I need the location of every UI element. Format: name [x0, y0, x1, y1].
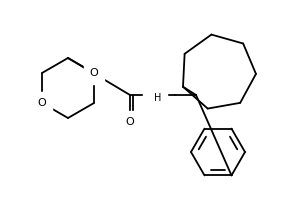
Text: H: H	[154, 93, 162, 103]
Text: O: O	[126, 117, 134, 127]
Text: O: O	[90, 68, 98, 78]
Text: N: N	[149, 89, 157, 99]
Text: O: O	[38, 98, 46, 108]
